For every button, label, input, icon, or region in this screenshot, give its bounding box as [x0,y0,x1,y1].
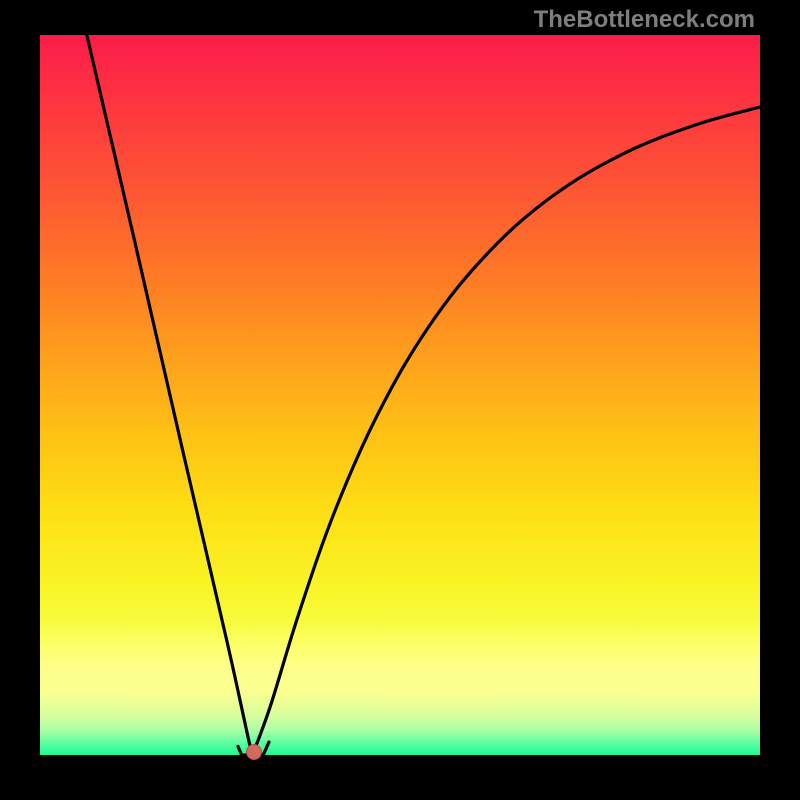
plot-area [40,35,760,755]
watermark-text: TheBottleneck.com [534,6,755,34]
bottleneck-curve [40,35,760,755]
plot-frame [40,35,760,755]
minimum-marker [246,744,262,760]
